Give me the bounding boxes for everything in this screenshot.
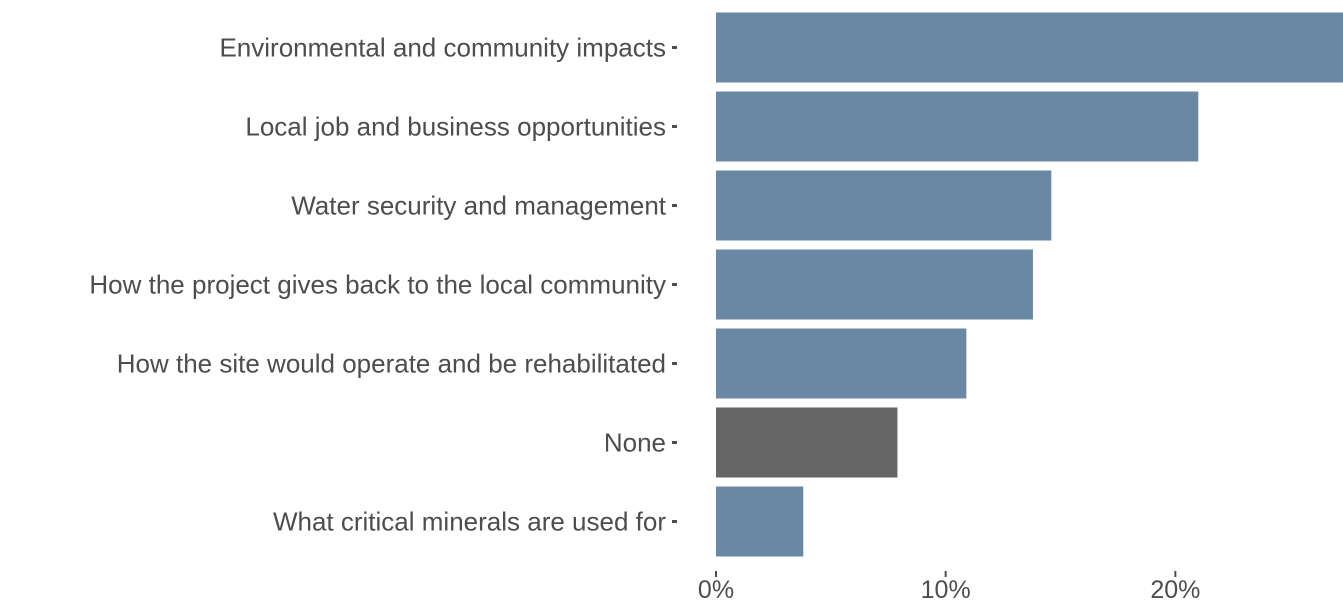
category-label: How the site would operate and be rehabi… (117, 349, 666, 379)
category-label: Environmental and community impacts (219, 33, 666, 63)
x-tick-label: 10% (921, 576, 971, 604)
category-label: Water security and management (291, 191, 667, 221)
category-label: What critical minerals are used for (273, 507, 666, 537)
x-tick-label: 20% (1150, 576, 1200, 604)
category-labels: Environmental and community impacts Local… (89, 33, 677, 537)
bar (716, 170, 1052, 241)
bar (716, 407, 898, 478)
bar (716, 12, 1343, 83)
bar (716, 486, 804, 557)
x-axis: 0% 10% 20% (698, 571, 1200, 604)
bar (716, 328, 967, 399)
x-tick-label: 0% (698, 576, 734, 604)
bar (716, 91, 1199, 162)
category-label: None (604, 428, 666, 458)
category-label: How the project gives back to the local … (89, 270, 666, 300)
bars-layer (716, 12, 1343, 557)
category-label: Local job and business opportunities (245, 112, 666, 142)
bar (716, 249, 1033, 320)
